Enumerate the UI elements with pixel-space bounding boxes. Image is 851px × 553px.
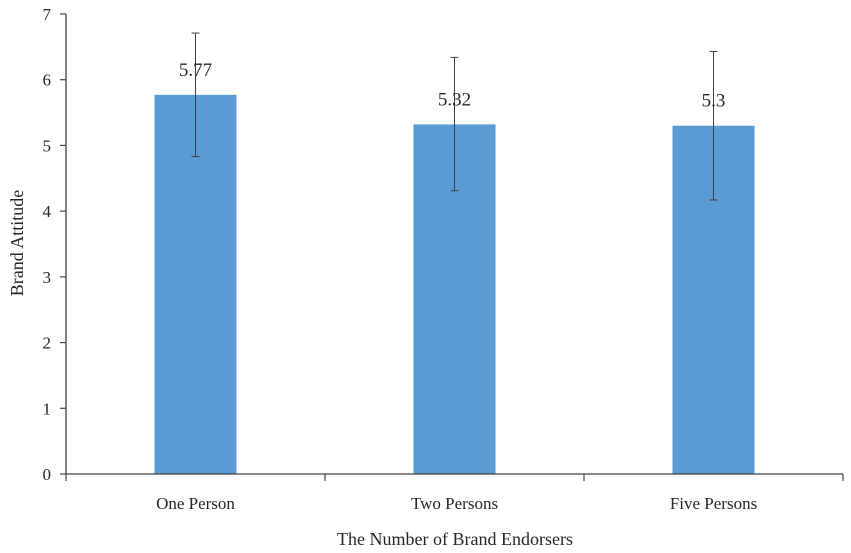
x-tick-label: Five Persons xyxy=(670,494,757,513)
x-axis-title: The Number of Brand Endorsers xyxy=(337,529,573,549)
data-label: 5.32 xyxy=(438,89,471,110)
x-tick-label: Two Persons xyxy=(411,494,498,513)
error-bars xyxy=(191,32,718,201)
y-tick-label: 7 xyxy=(43,5,52,24)
x-axis-ticks: One Person Two Persons Five Persons xyxy=(65,474,844,513)
y-tick-label: 4 xyxy=(43,202,52,221)
bar-one-person xyxy=(154,94,237,474)
y-tick-label: 0 xyxy=(43,465,52,484)
y-tick-label: 1 xyxy=(43,399,52,418)
axes xyxy=(65,14,843,475)
y-tick-label: 6 xyxy=(43,71,52,90)
y-tick-label: 2 xyxy=(43,334,52,353)
x-tick-label: One Person xyxy=(156,494,235,513)
y-axis-title: Brand Attitude xyxy=(7,190,27,297)
data-label: 5.3 xyxy=(702,91,726,112)
data-labels: 5.77 5.32 5.3 xyxy=(179,60,726,112)
data-label: 5.77 xyxy=(179,60,212,81)
y-tick-label: 3 xyxy=(43,268,52,287)
y-tick-label: 5 xyxy=(43,136,52,155)
y-axis-ticks: 0 1 2 3 4 5 6 7 xyxy=(43,5,66,484)
